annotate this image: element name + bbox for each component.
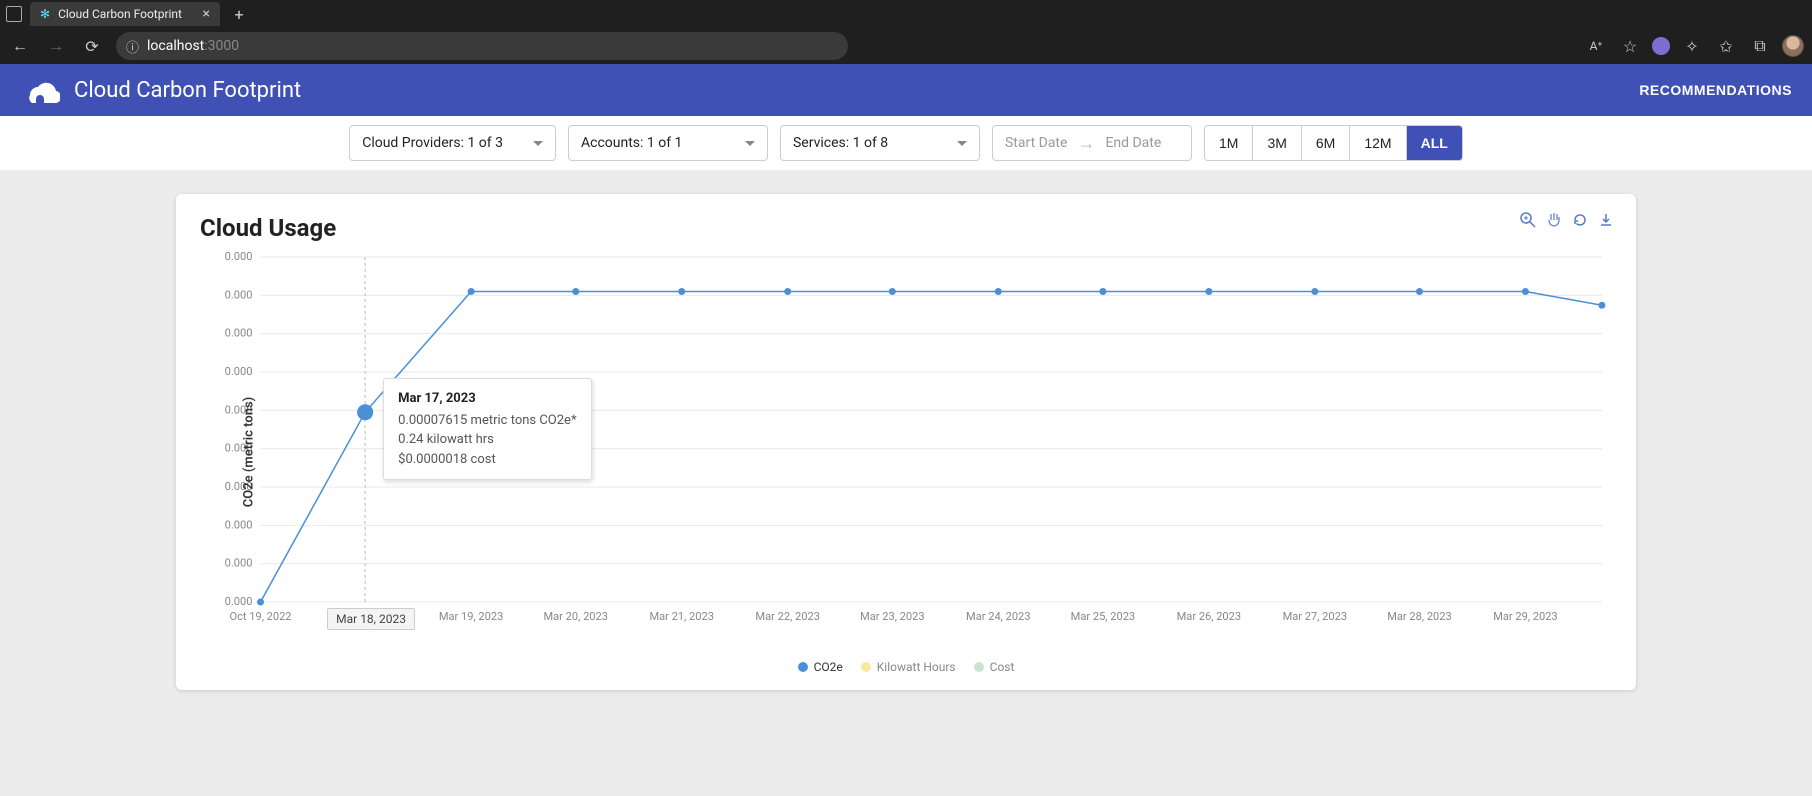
chevron-down-icon [957, 141, 967, 146]
reset-icon[interactable] [1572, 212, 1588, 228]
url-text: localhost:3000 [147, 38, 239, 54]
favorites-bar-icon[interactable]: ✩ [1714, 34, 1738, 58]
range-button-6m[interactable]: 6M [1302, 126, 1350, 160]
cloud-providers-dropdown[interactable]: Cloud Providers: 1 of 3 [349, 125, 556, 161]
read-aloud-icon[interactable]: A⁺ [1584, 34, 1608, 58]
svg-text:Mar 22, 2023: Mar 22, 2023 [755, 610, 819, 623]
address-bar[interactable]: ⓘ localhost:3000 [116, 32, 848, 60]
browser-tab[interactable]: ✻ Cloud Carbon Footprint × [30, 2, 220, 26]
y-axis-label: CO2e (metric tons) [242, 397, 257, 507]
chart-legend: CO2e Kilowatt Hours Cost [200, 660, 1612, 674]
favicon-icon: ✻ [40, 7, 50, 21]
svg-text:Oct 19, 2022: Oct 19, 2022 [229, 610, 291, 623]
recommendations-button[interactable]: RECOMMENDATIONS [1639, 82, 1792, 98]
svg-text:0.000: 0.000 [225, 327, 253, 340]
x-hover-label: Mar 18, 2023 [327, 608, 415, 630]
new-tab-button[interactable]: + [228, 3, 250, 25]
legend-item[interactable]: Kilowatt Hours [861, 660, 956, 674]
date-range-picker[interactable]: Start Date → End Date [992, 125, 1192, 161]
svg-text:Mar 19, 2023: Mar 19, 2023 [439, 610, 503, 623]
svg-text:Mar 24, 2023: Mar 24, 2023 [966, 610, 1030, 623]
app-logo-icon [20, 75, 60, 105]
svg-text:Mar 29, 2023: Mar 29, 2023 [1493, 610, 1557, 623]
dropdown-label: Accounts: 1 of 1 [581, 135, 682, 151]
svg-text:Mar 25, 2023: Mar 25, 2023 [1071, 610, 1135, 623]
back-button[interactable]: ← [8, 34, 32, 58]
zoom-in-icon[interactable] [1520, 212, 1536, 228]
end-date-placeholder: End Date [1105, 135, 1161, 151]
range-button-3m[interactable]: 3M [1253, 126, 1301, 160]
legend-dot-icon [974, 662, 984, 672]
filter-bar: Cloud Providers: 1 of 3 Accounts: 1 of 1… [0, 116, 1812, 170]
site-info-icon[interactable]: ⓘ [126, 37, 139, 56]
chart-area[interactable]: CO2e (metric tons) 0.0000.0000.0000.0000… [200, 252, 1612, 652]
legend-item[interactable]: CO2e [798, 660, 843, 674]
accounts-dropdown[interactable]: Accounts: 1 of 1 [568, 125, 768, 161]
browser-tabs-row: ✻ Cloud Carbon Footprint × + [0, 0, 1812, 28]
pan-icon[interactable] [1546, 212, 1562, 228]
svg-text:0.000: 0.000 [225, 252, 253, 263]
start-date-placeholder: Start Date [1005, 135, 1067, 151]
tooltip-line: $0.0000018 cost [398, 450, 576, 470]
avatar[interactable] [1782, 35, 1804, 57]
tooltip-line: 0.24 kilowatt hrs [398, 430, 576, 450]
collections-icon[interactable]: ⧉ [1748, 34, 1772, 58]
browser-nav-row: ← → ⟳ ⓘ localhost:3000 A⁺ ☆ ✧ ✩ ⧉ [0, 28, 1812, 64]
svg-text:Mar 27, 2023: Mar 27, 2023 [1283, 610, 1347, 623]
svg-text:0.000: 0.000 [225, 288, 253, 301]
chart-toolbar [1520, 212, 1614, 228]
svg-text:0.000: 0.000 [225, 595, 253, 608]
profile-pill-icon[interactable] [1652, 37, 1670, 55]
card-title: Cloud Usage [200, 214, 1612, 242]
range-button-1m[interactable]: 1M [1205, 126, 1253, 160]
legend-label: Kilowatt Hours [877, 660, 956, 674]
svg-text:0.000: 0.000 [225, 518, 253, 531]
reload-button[interactable]: ⟳ [80, 34, 104, 58]
chart-tooltip: Mar 17, 2023 0.00007615 metric tons CO2e… [383, 378, 591, 480]
cloud-usage-card: Cloud Usage CO2e (metric tons) 0.000 0.00… [176, 194, 1636, 690]
legend-dot-icon [861, 662, 871, 672]
time-range-buttons: 1M3M6M12MALL [1204, 125, 1463, 161]
browser-right-icons: A⁺ ☆ ✧ ✩ ⧉ [1584, 34, 1804, 58]
range-button-12m[interactable]: 12M [1350, 126, 1406, 160]
range-button-all[interactable]: ALL [1407, 126, 1462, 160]
legend-dot-icon [798, 662, 808, 672]
services-dropdown[interactable]: Services: 1 of 8 [780, 125, 980, 161]
download-icon[interactable] [1598, 212, 1614, 228]
tab-overview-icon[interactable] [6, 6, 22, 22]
browser-chrome: ✻ Cloud Carbon Footprint × + ← → ⟳ ⓘ loc… [0, 0, 1812, 64]
tooltip-date: Mar 17, 2023 [398, 389, 576, 409]
dropdown-label: Services: 1 of 8 [793, 135, 888, 151]
legend-item[interactable]: Cost [974, 660, 1015, 674]
chevron-down-icon [533, 141, 543, 146]
app-title: Cloud Carbon Footprint [74, 78, 301, 103]
svg-text:Mar 20, 2023: Mar 20, 2023 [543, 610, 607, 623]
close-tab-icon[interactable]: × [203, 6, 210, 22]
svg-text:0.000: 0.000 [225, 365, 253, 378]
svg-text:0.000: 0.000 [225, 557, 253, 570]
arrow-right-icon: → [1077, 133, 1095, 154]
dropdown-label: Cloud Providers: 1 of 3 [362, 135, 503, 151]
forward-button: → [44, 34, 68, 58]
tooltip-line: 0.00007615 metric tons CO2e* [398, 411, 576, 431]
chevron-down-icon [745, 141, 755, 146]
svg-text:Mar 28, 2023: Mar 28, 2023 [1387, 610, 1451, 623]
legend-label: Cost [990, 660, 1015, 674]
favorite-icon[interactable]: ☆ [1618, 34, 1642, 58]
svg-text:Mar 23, 2023: Mar 23, 2023 [860, 610, 924, 623]
tab-title: Cloud Carbon Footprint [58, 7, 194, 21]
svg-text:Mar 26, 2023: Mar 26, 2023 [1177, 610, 1241, 623]
svg-text:Mar 21, 2023: Mar 21, 2023 [649, 610, 713, 623]
extensions-icon[interactable]: ✧ [1680, 34, 1704, 58]
legend-label: CO2e [814, 660, 843, 674]
app-header: Cloud Carbon Footprint RECOMMENDATIONS [0, 64, 1812, 116]
